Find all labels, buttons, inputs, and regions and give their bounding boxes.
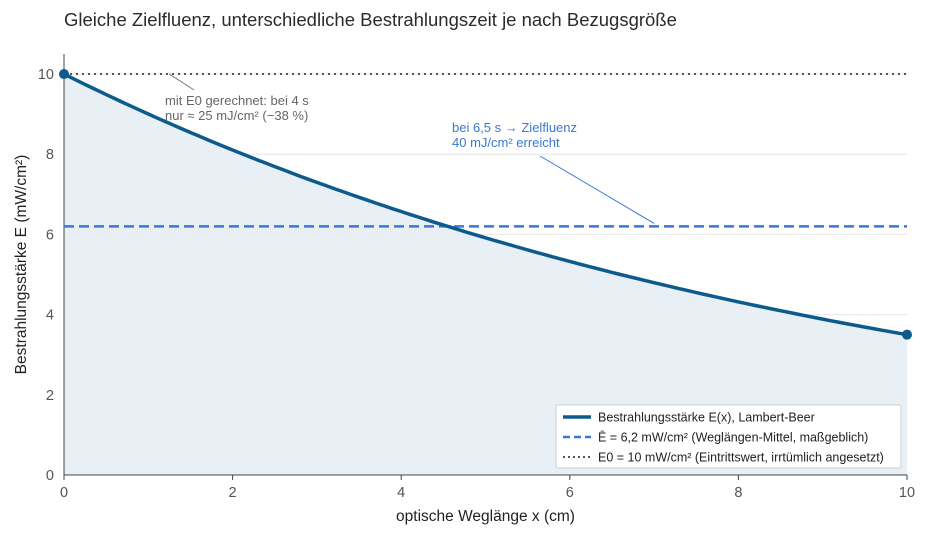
x-tick-label: 6 bbox=[566, 485, 574, 501]
x-tick-label: 8 bbox=[734, 485, 742, 501]
y-tick-label: 10 bbox=[38, 67, 54, 83]
x-axis-label: optische Weglänge x (cm) bbox=[396, 508, 575, 525]
y-tick-label: 8 bbox=[46, 147, 54, 163]
annotation-target-text: 40 mJ/cm² erreicht bbox=[452, 135, 560, 150]
area-under-curve bbox=[64, 74, 907, 475]
curve-end-point bbox=[902, 329, 912, 340]
curve-start-point bbox=[59, 69, 69, 80]
tick-labels: 0 2 4 6 8 10 0 2 4 6 8 10 bbox=[38, 67, 915, 501]
y-tick-label: 6 bbox=[46, 227, 54, 243]
legend-entry-label: Ē = 6,2 mW/cm² (Weglängen-Mittel, maßgeb… bbox=[598, 431, 868, 445]
y-tick-label: 2 bbox=[46, 388, 54, 404]
annotation-e0-pointer bbox=[169, 73, 195, 91]
x-tick-label: 10 bbox=[899, 485, 915, 501]
annotation-target-text: bei 6,5 s → Zielfluenz bbox=[452, 120, 577, 135]
annotation-e0-text: mit E0 gerechnet: bei 4 s bbox=[165, 93, 309, 108]
x-tick-label: 2 bbox=[229, 485, 237, 501]
chart-title: Gleiche Zielfluenz, unterschiedliche Bes… bbox=[64, 9, 677, 30]
y-tick-label: 4 bbox=[46, 308, 54, 324]
curve-endpoints bbox=[59, 69, 912, 340]
x-tick-label: 4 bbox=[397, 485, 405, 501]
legend: Bestrahlungsstärke E(x), Lambert-Beer Ē =… bbox=[555, 404, 902, 469]
annotation-e0-text: nur ≈ 25 mJ/cm² (−38 %) bbox=[165, 108, 308, 123]
y-axis-label: Bestrahlungsstärke E (mW/cm²) bbox=[13, 155, 30, 375]
x-tick-label: 0 bbox=[60, 485, 68, 501]
legend-entry-label: E0 = 10 mW/cm² (Eintrittswert, irrtümlic… bbox=[598, 451, 884, 465]
lambert-beer-curve bbox=[63, 72, 908, 337]
y-tick-label: 0 bbox=[46, 468, 54, 484]
legend-entry-label: Bestrahlungsstärke E(x), Lambert-Beer bbox=[598, 411, 815, 425]
legend-box bbox=[555, 404, 902, 469]
reference-lines bbox=[64, 73, 907, 228]
axes bbox=[63, 54, 907, 476]
annotation-target-pointer bbox=[539, 155, 655, 224]
